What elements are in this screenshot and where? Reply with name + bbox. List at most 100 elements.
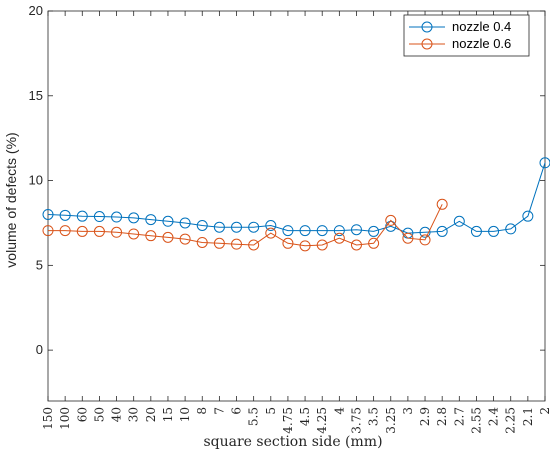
plot-area [47, 10, 546, 402]
series-1-point-23 [436, 198, 448, 210]
series-1-point-21 [402, 232, 414, 244]
series-1-point-0 [42, 225, 54, 237]
series-layer [42, 157, 550, 252]
series-1-point-8 [179, 233, 191, 245]
x-tick-label-9: 8 [195, 407, 209, 415]
x-tick-label-18: 3.75 [349, 407, 363, 434]
x-tick-label-13: 5 [264, 407, 278, 415]
series-1-point-19 [368, 237, 380, 249]
y-tick-label-0: 0 [36, 342, 43, 357]
y-axis-label: volume of defects (%) [3, 132, 19, 267]
series-1-point-12 [248, 239, 260, 251]
series-0-point-18 [350, 224, 362, 236]
series-0-point-11 [231, 221, 243, 233]
series-1-point-10 [213, 237, 225, 249]
series-1-point-3 [93, 225, 105, 237]
x-tick-label-1: 100 [58, 407, 72, 430]
legend-entry-0: nozzle 0.4 [409, 19, 511, 34]
series-0-point-17 [333, 225, 345, 237]
series-0-point-6 [145, 214, 157, 226]
x-tick-label-17: 4 [332, 407, 346, 415]
series-0-point-27 [505, 223, 517, 235]
x-tick-label-3: 50 [92, 407, 106, 422]
x-tick-label-25: 2.55 [469, 407, 483, 434]
series-0-point-12 [248, 221, 260, 233]
y-tick-label-4: 20 [29, 3, 43, 18]
series-1-point-1 [59, 225, 71, 237]
x-tick-label-11: 6 [230, 407, 244, 415]
series-0-point-3 [93, 211, 105, 223]
x-axis: 150 100 60 50 40 30 20 15 10 8 7 6 5.5 5 4.75 4.5 4.25 4 3… [41, 11, 550, 434]
y-tick-label-2: 10 [29, 173, 43, 188]
series-0-point-10 [213, 221, 225, 233]
plot-frame [47, 10, 546, 402]
x-tick-label-29: 2 [538, 407, 550, 415]
legend-label-1: nozzle 0.6 [452, 36, 511, 51]
legend-box [403, 14, 530, 57]
x-tick-label-16: 4.25 [315, 407, 329, 434]
x-tick-label-19: 3.5 [367, 407, 381, 426]
x-tick-label-10: 7 [212, 407, 226, 415]
y-tick-label-3: 15 [29, 88, 43, 103]
x-tick-label-8: 10 [178, 407, 192, 422]
series-1-point-22 [419, 234, 431, 246]
x-tick-label-22: 2.9 [418, 407, 432, 426]
series-1-point-17 [333, 232, 345, 244]
series-0-point-13 [265, 220, 277, 231]
series-1-point-9 [196, 236, 208, 248]
series-0-point-4 [111, 211, 123, 223]
series-0-point-25 [470, 225, 482, 237]
series-0-point-16 [316, 225, 328, 237]
x-tick-label-12: 5.5 [247, 407, 261, 426]
legend-label-0: nozzle 0.4 [452, 19, 511, 34]
x-tick-label-28: 2.1 [521, 407, 535, 426]
series-1-point-18 [350, 239, 362, 251]
legend: nozzle 0.4 nozzle 0.6 [403, 14, 530, 57]
y-axis: 0 5 10 15 20 [29, 3, 545, 357]
legend-marker-0 [421, 21, 433, 33]
legend-marker-1 [421, 38, 433, 50]
series-1-point-20 [385, 214, 397, 226]
series-1-point-11 [231, 238, 243, 250]
series-0-line [47, 162, 546, 234]
x-tick-label-26: 2.4 [487, 407, 501, 426]
series-1 [42, 198, 448, 252]
series-0 [42, 157, 550, 239]
x-tick-label-6: 20 [144, 407, 158, 422]
series-1-point-2 [76, 225, 88, 237]
x-axis-label: square section side (mm) [203, 434, 382, 450]
series-1-point-13 [265, 227, 277, 239]
series-0-point-5 [128, 212, 140, 224]
series-0-point-1 [59, 209, 71, 221]
series-0-point-26 [488, 225, 500, 237]
y-tick-label-1: 5 [36, 257, 43, 272]
series-1-point-15 [299, 240, 311, 252]
series-0-point-24 [453, 215, 465, 227]
series-0-point-28 [522, 210, 534, 222]
series-0-point-14 [282, 225, 294, 237]
series-0-point-19 [368, 225, 380, 237]
x-tick-label-2: 60 [75, 407, 89, 422]
series-1-point-5 [128, 228, 140, 240]
x-tick-label-20: 3.25 [384, 407, 398, 434]
x-tick-label-23: 2.8 [435, 407, 449, 426]
series-0-point-9 [196, 220, 208, 231]
series-0-point-22 [419, 226, 431, 238]
x-tick-label-14: 4.75 [281, 407, 295, 434]
legend-entry-1: nozzle 0.6 [409, 36, 511, 51]
series-1-point-14 [282, 237, 294, 249]
x-tick-label-27: 2.25 [504, 407, 518, 434]
x-tick-label-5: 30 [127, 407, 141, 422]
series-0-point-15 [299, 225, 311, 237]
series-1-point-4 [111, 226, 123, 238]
series-1-point-6 [145, 230, 157, 242]
x-tick-label-4: 40 [110, 407, 124, 422]
x-tick-label-21: 3 [401, 407, 415, 415]
series-0-point-7 [162, 215, 174, 227]
x-tick-label-0: 150 [41, 407, 55, 430]
x-tick-label-24: 2.7 [452, 407, 466, 426]
series-0-point-23 [436, 225, 448, 237]
x-tick-label-15: 4.5 [298, 407, 312, 426]
series-0-point-8 [179, 217, 191, 229]
